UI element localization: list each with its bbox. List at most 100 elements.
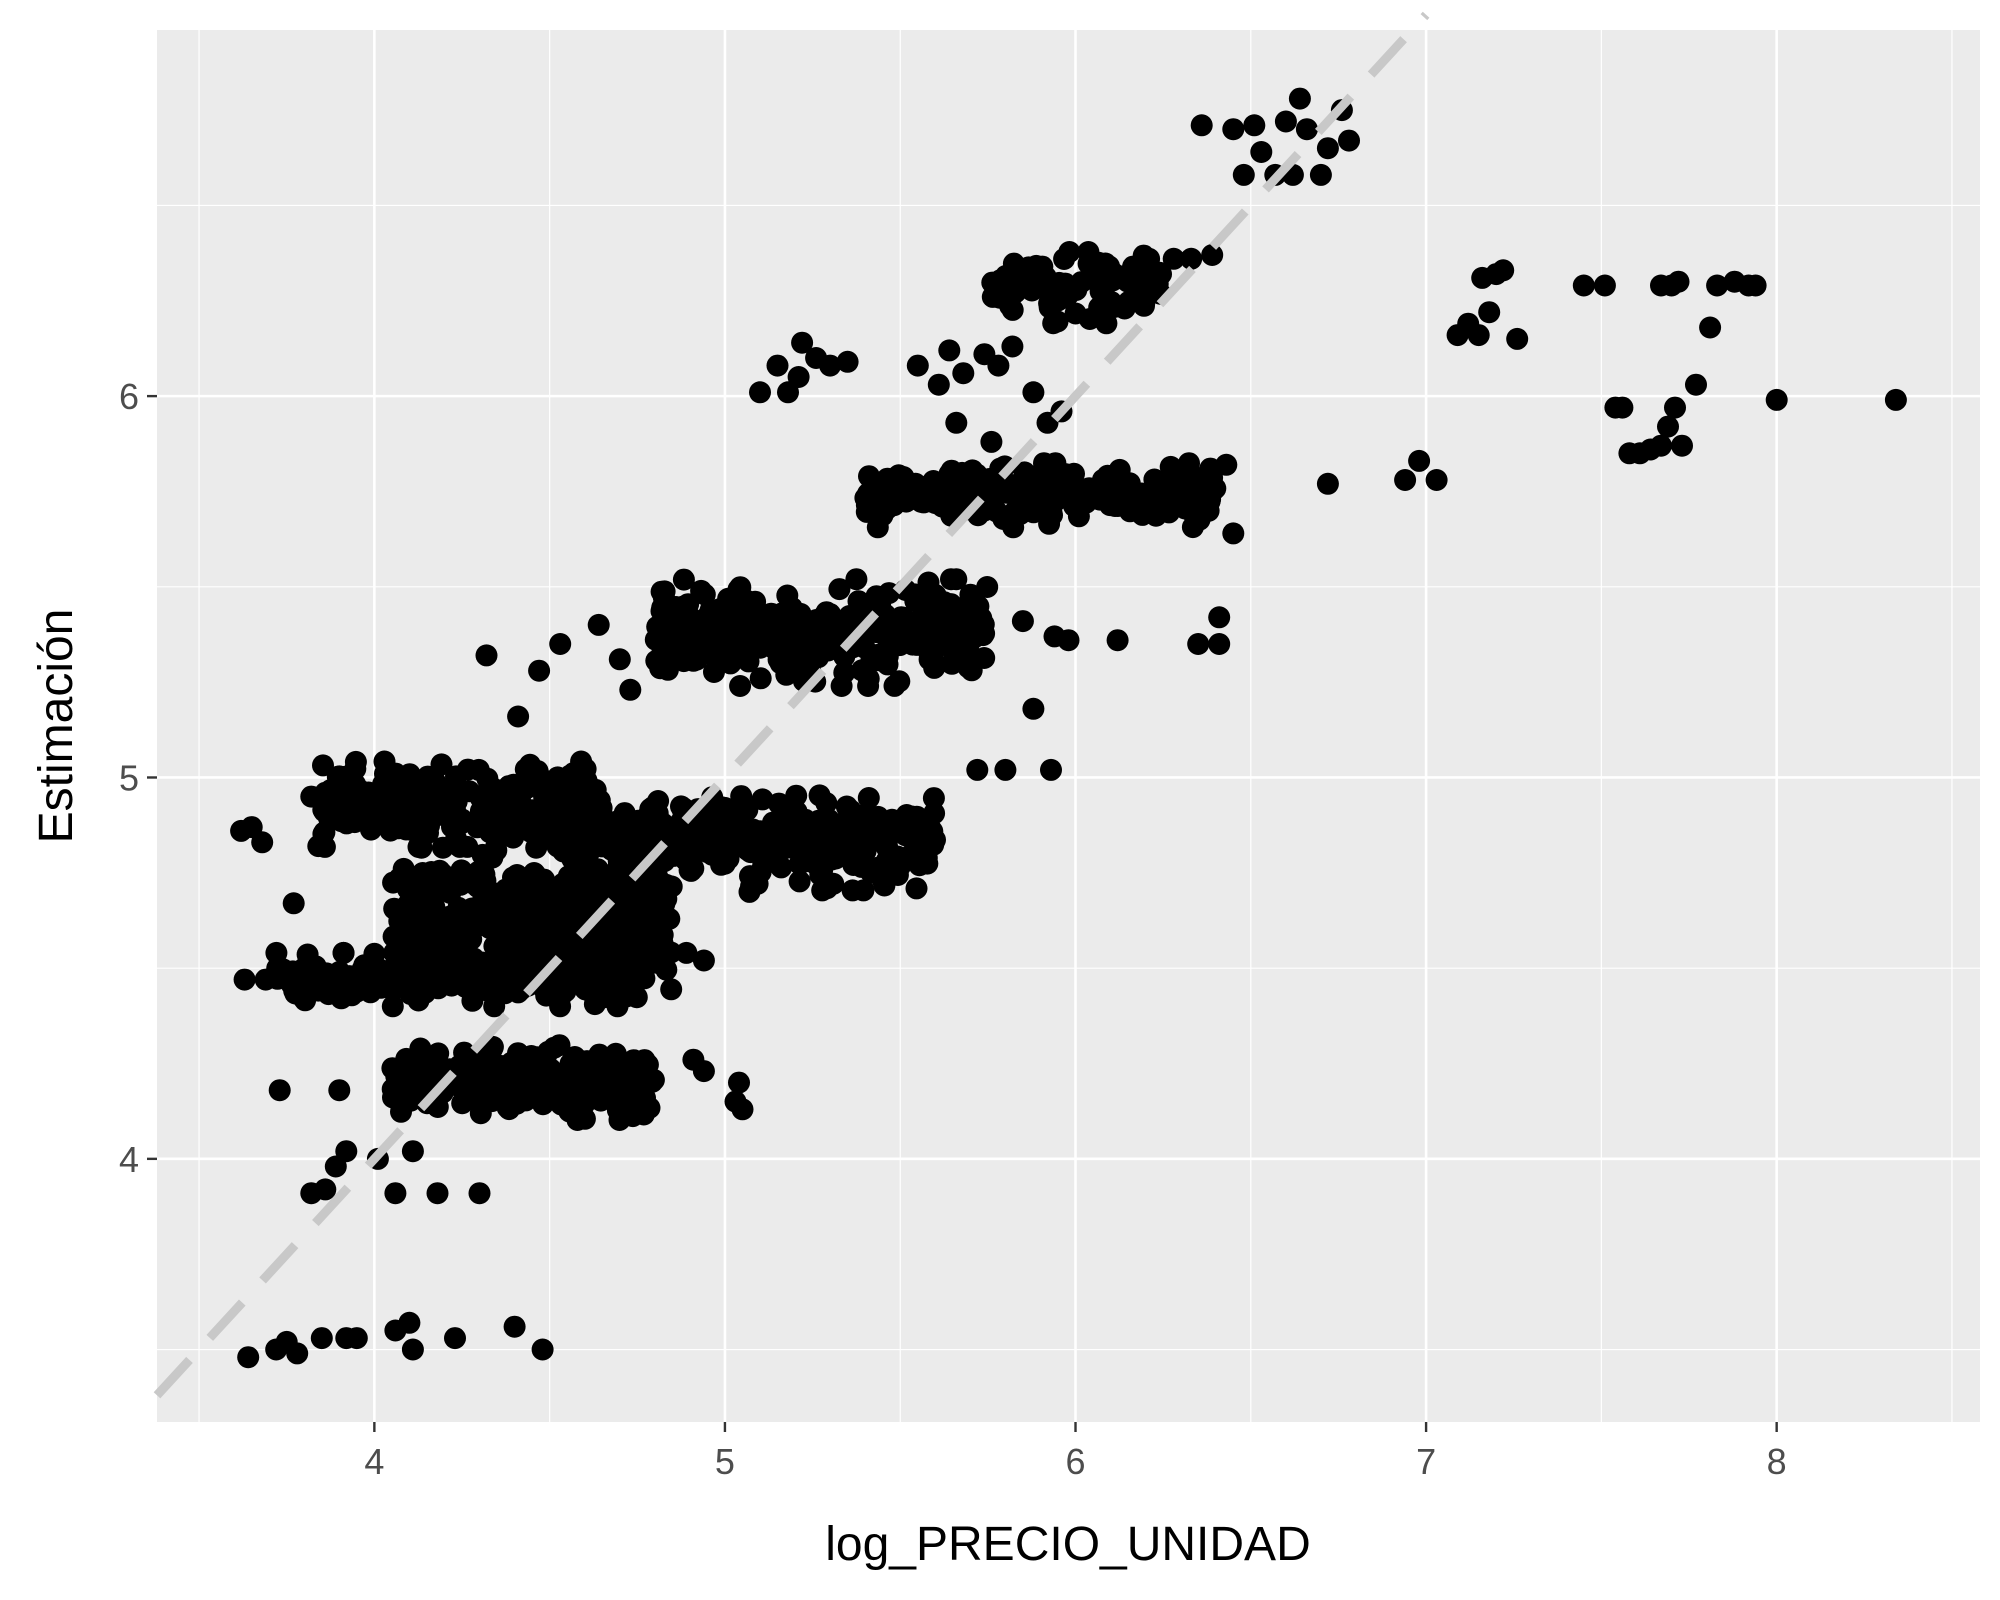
data-point <box>705 830 728 853</box>
data-point <box>1053 248 1076 270</box>
data-point <box>1295 118 1318 141</box>
data-point <box>1049 277 1072 300</box>
data-point <box>926 598 949 620</box>
data-point <box>989 277 1012 300</box>
data-point <box>966 758 989 781</box>
data-point <box>945 411 968 434</box>
data-point <box>427 1042 450 1065</box>
data-point <box>858 465 880 488</box>
data-point <box>1744 274 1767 297</box>
data-point <box>401 1338 424 1361</box>
data-point <box>836 350 859 373</box>
data-point <box>1181 498 1203 521</box>
data-point <box>273 964 296 986</box>
data-point <box>431 862 454 885</box>
data-point <box>952 362 975 385</box>
data-point <box>672 568 695 591</box>
data-point <box>1222 522 1245 545</box>
data-point <box>1309 163 1332 186</box>
data-point <box>864 500 887 523</box>
data-point <box>387 817 410 840</box>
data-point <box>1088 296 1111 319</box>
data-point <box>1119 475 1142 498</box>
data-point <box>494 782 517 805</box>
data-point <box>1180 247 1203 270</box>
data-point <box>938 339 961 362</box>
data-point <box>450 859 473 882</box>
data-point <box>922 643 944 666</box>
data-point <box>381 995 404 1018</box>
data-point <box>1121 266 1144 289</box>
data-point <box>1208 633 1231 655</box>
data-point <box>772 836 795 859</box>
dashed-identity-line <box>153 11 1430 1399</box>
data-point <box>1040 758 1062 781</box>
x-tick-label: 5 <box>715 1441 735 1482</box>
data-point <box>905 877 928 900</box>
reference-line <box>153 11 1430 1399</box>
data-point <box>690 579 713 602</box>
data-point <box>788 633 811 656</box>
data-point <box>633 1049 656 1072</box>
data-point <box>857 482 880 505</box>
data-point <box>925 485 948 508</box>
data-point <box>1022 381 1045 404</box>
data-point <box>514 758 537 781</box>
data-point <box>332 941 355 964</box>
data-point <box>1082 268 1105 291</box>
data-point <box>373 794 396 817</box>
data-point <box>703 661 725 683</box>
data-point <box>766 354 789 377</box>
data-point <box>1650 434 1672 457</box>
data-point <box>946 478 969 501</box>
data-point <box>529 1059 552 1081</box>
data-point <box>973 647 996 669</box>
data-point <box>475 781 498 804</box>
data-point <box>307 835 330 858</box>
data-point <box>328 1079 351 1102</box>
data-point <box>909 620 932 643</box>
data-point <box>582 803 605 826</box>
data-point <box>987 354 1010 377</box>
data-point <box>1022 267 1045 290</box>
data-point <box>402 1074 425 1097</box>
data-point <box>268 1079 291 1102</box>
data-point <box>531 1338 554 1361</box>
data-point <box>1316 137 1339 160</box>
data-point <box>1316 472 1339 495</box>
data-point <box>729 675 752 697</box>
data-point <box>525 836 548 859</box>
data-point <box>237 1346 260 1369</box>
data-point <box>520 942 543 965</box>
data-point <box>927 373 950 396</box>
data-point <box>608 648 631 671</box>
data-point <box>857 667 880 690</box>
data-point <box>360 818 382 841</box>
data-point <box>507 705 530 728</box>
data-point <box>819 354 842 377</box>
data-point <box>572 828 595 851</box>
data-point <box>383 897 406 920</box>
data-point <box>1001 335 1024 358</box>
data-point <box>1425 469 1448 491</box>
data-point <box>344 750 367 773</box>
data-point <box>651 912 674 935</box>
data-point <box>359 981 382 1004</box>
data-point <box>756 820 779 843</box>
data-point <box>922 787 945 810</box>
data-point <box>1394 469 1417 491</box>
data-point <box>645 951 668 974</box>
data-point <box>409 1037 432 1060</box>
data-point <box>845 568 868 591</box>
data-point <box>555 913 578 936</box>
data-point <box>461 989 484 1012</box>
data-point <box>785 802 807 825</box>
data-point <box>1131 503 1154 526</box>
data-point <box>471 1058 494 1081</box>
data-point <box>699 628 722 651</box>
data-point <box>1138 247 1161 270</box>
data-point <box>1162 247 1185 270</box>
x-axis-title: log_PRECIO_UNIDAD <box>825 1518 1310 1571</box>
data-point <box>1187 633 1210 655</box>
data-point <box>564 1049 587 1072</box>
